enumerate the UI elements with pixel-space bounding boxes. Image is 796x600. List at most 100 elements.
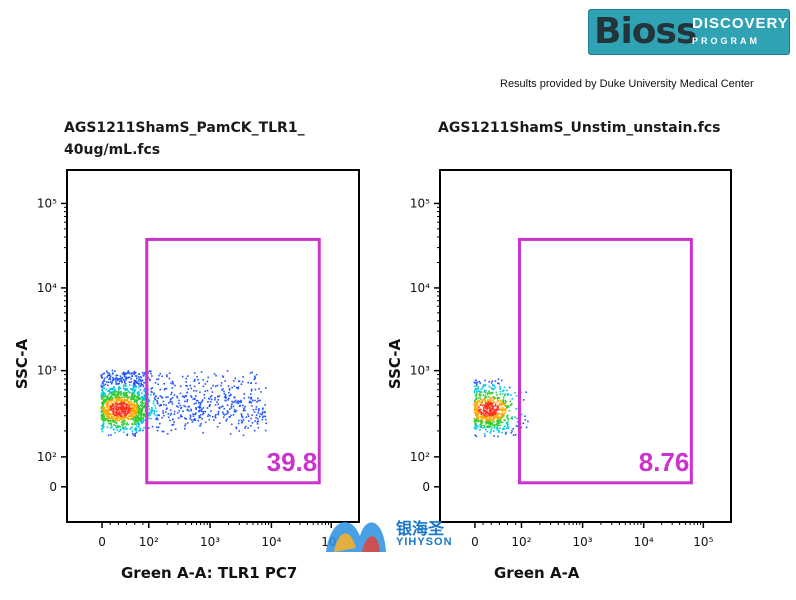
event-dot [167, 413, 170, 415]
event-dot [488, 403, 491, 406]
event-dot [118, 378, 121, 380]
event-dot [200, 371, 203, 373]
event-dot [237, 386, 240, 389]
event-dot [101, 402, 103, 404]
event-dot [105, 418, 108, 421]
event-dot [510, 432, 513, 434]
event-dot [120, 418, 122, 420]
event-dot [486, 418, 489, 421]
event-dot [520, 426, 522, 429]
event-dot [106, 376, 108, 379]
event-dot [475, 414, 477, 417]
event-dot [117, 397, 120, 400]
event-dot [109, 381, 112, 383]
event-dot [107, 381, 110, 383]
event-dot [491, 421, 493, 424]
event-dot [174, 428, 177, 430]
event-dot [113, 418, 116, 420]
event-dot [476, 384, 478, 387]
event-dot [501, 416, 503, 419]
event-dot [238, 380, 241, 382]
event-dot [187, 375, 189, 377]
event-dot [123, 415, 126, 417]
event-dot [136, 395, 139, 397]
event-dot [113, 400, 116, 403]
event-dot [111, 403, 114, 406]
event-dot [485, 423, 487, 425]
event-dot [139, 420, 142, 423]
event-dot [485, 390, 487, 392]
event-dot [122, 426, 125, 429]
event-dot [109, 426, 112, 429]
event-dot [494, 425, 496, 428]
event-dot [124, 389, 126, 392]
event-dot [491, 426, 493, 429]
event-dot [493, 409, 496, 411]
event-dot [503, 415, 505, 417]
event-dot [199, 414, 202, 416]
event-dot [496, 408, 498, 410]
event-dot [473, 427, 476, 429]
event-dot [498, 420, 500, 422]
event-dot [494, 380, 497, 382]
event-dot [486, 421, 488, 424]
event-dot [137, 422, 139, 425]
event-dot [100, 393, 103, 395]
event-dot [101, 427, 103, 430]
event-dot [127, 390, 130, 392]
event-dot [488, 397, 491, 399]
event-dot [100, 395, 103, 398]
event-dot [166, 375, 168, 378]
event-dot [495, 391, 498, 394]
event-dot [116, 398, 119, 401]
event-dot [186, 422, 189, 424]
event-dot [189, 417, 191, 420]
x-axis-label: Green A-A: TLR1 PC7 [121, 564, 297, 582]
event-dot [131, 394, 133, 397]
event-dot [134, 383, 136, 385]
event-dot [100, 375, 103, 378]
event-dot [125, 378, 127, 381]
event-cloud [473, 378, 529, 438]
event-dot [494, 404, 497, 407]
event-dot [127, 412, 129, 414]
event-dot [123, 396, 125, 399]
event-dot [160, 404, 162, 406]
event-dot [132, 386, 135, 388]
event-dot [253, 411, 256, 413]
event-dot [136, 404, 138, 406]
event-dot [486, 415, 489, 417]
event-dot [496, 401, 498, 403]
event-dot [504, 419, 507, 422]
event-dot [491, 423, 494, 425]
event-dot [133, 404, 135, 406]
event-dot [474, 424, 477, 427]
event-dot [132, 393, 135, 395]
event-dot [195, 395, 197, 397]
gate-rectangle [517, 237, 693, 485]
event-dot [486, 426, 488, 428]
event-dot [257, 411, 259, 414]
event-dot [230, 407, 233, 409]
event-dot [502, 412, 504, 415]
event-dot [101, 418, 104, 420]
event-dot [137, 393, 139, 396]
event-dot [489, 408, 492, 410]
event-dot [123, 412, 126, 414]
event-dot [485, 407, 487, 409]
event-dot [102, 408, 104, 410]
event-dot [249, 393, 252, 395]
event-dot [220, 406, 223, 408]
event-dot [190, 395, 192, 397]
event-dot [524, 419, 527, 421]
event-dot [241, 421, 244, 423]
event-dot [509, 404, 512, 406]
event-dot [481, 426, 483, 429]
event-dot [226, 410, 229, 412]
event-dot [122, 391, 125, 394]
event-dot [179, 385, 182, 388]
event-dot [126, 392, 128, 394]
event-dot [478, 409, 480, 411]
event-dot [211, 391, 214, 393]
event-dot [507, 426, 510, 428]
